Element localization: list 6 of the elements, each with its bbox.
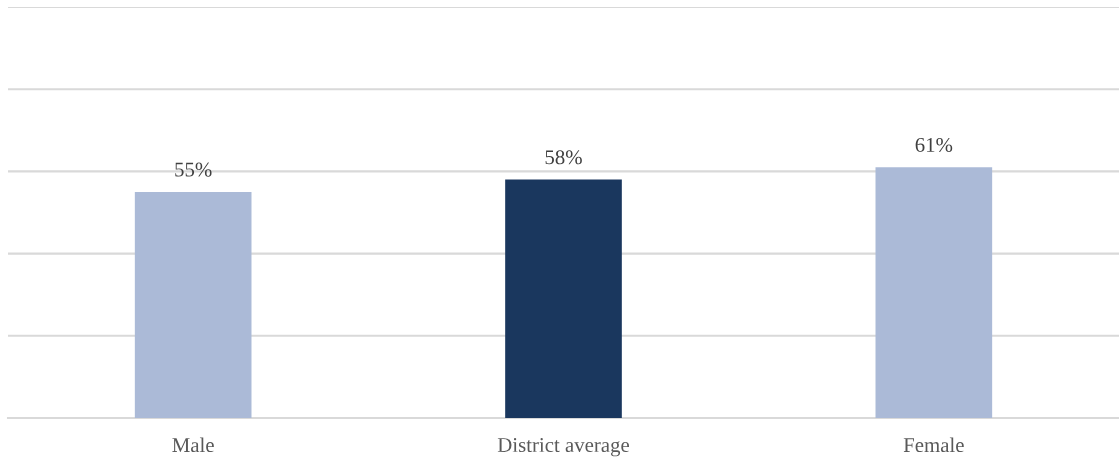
x-tick-label: Male — [172, 437, 214, 453]
x-tick-label: Female — [903, 437, 964, 453]
data-label: 61% — [915, 137, 953, 153]
data-label: 55% — [175, 162, 212, 177]
x-tick-label: District average — [497, 438, 629, 457]
data-label: 58% — [545, 150, 582, 165]
